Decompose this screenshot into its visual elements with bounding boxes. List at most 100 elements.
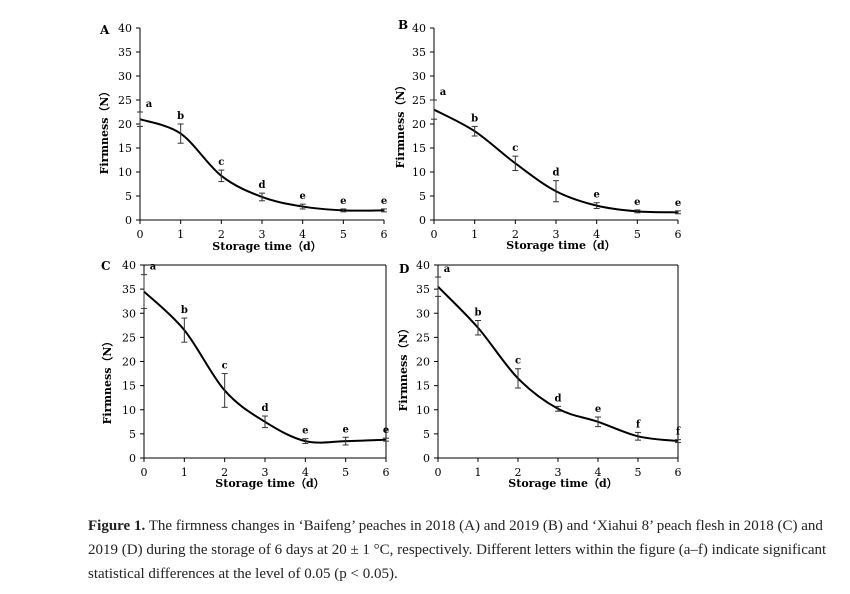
y-tick-label: 25 [412, 94, 426, 107]
x-tick-label: 6 [675, 228, 682, 241]
y-tick-label: 25 [416, 331, 430, 344]
significance-letter: a [444, 264, 451, 275]
significance-letter: a [440, 87, 447, 98]
significance-letter: e [383, 425, 389, 436]
x-tick-label: 6 [383, 466, 390, 479]
y-axis-title: Firmness（N） [101, 336, 114, 425]
y-tick-label: 10 [416, 404, 430, 417]
significance-letter: b [181, 305, 188, 316]
y-axis-title: Firmness（N） [397, 323, 410, 412]
significance-letter: e [302, 426, 308, 437]
y-tick-label: 25 [118, 94, 132, 107]
chart-panel-d: 0 5 10 15 20 25 30 35 40 0 1 2 3 4 5 6 Storage time（d） Fi… [397, 259, 682, 490]
x-tick-label: 6 [675, 466, 682, 479]
significance-letter: b [177, 111, 184, 122]
y-tick-label: 20 [122, 356, 136, 369]
x-tick-label: 4 [595, 466, 602, 479]
y-tick-label: 5 [419, 190, 426, 203]
y-tick-label: 20 [416, 356, 430, 369]
y-tick-label: 40 [412, 22, 426, 35]
x-tick-label: 4 [593, 228, 600, 241]
caption-text: The firmness changes in ‘Baifeng’ peache… [88, 518, 827, 582]
chart-panel-a: 0 5 10 15 20 25 30 35 40 0 1 2 3 4 5 6 Storage time（d） Fi… [98, 22, 388, 253]
y-tick-label: 0 [125, 214, 132, 227]
y-tick-label: 5 [423, 428, 430, 441]
x-tick-label: 2 [512, 228, 519, 241]
y-tick-label: 30 [122, 307, 136, 320]
x-tick-label: 2 [221, 466, 228, 479]
x-axis-title: Storage time（d） [508, 477, 617, 490]
x-tick-label: 1 [177, 228, 184, 241]
y-tick-label: 30 [118, 70, 132, 83]
x-tick-label: 1 [475, 466, 482, 479]
panel-letter: A [99, 23, 110, 37]
x-tick-label: 0 [137, 228, 144, 241]
panel-letter: B [398, 18, 408, 32]
x-tick-label: 3 [259, 228, 266, 241]
y-tick-label: 5 [129, 428, 136, 441]
x-axis-title: Storage time（d） [215, 477, 324, 490]
significance-letter: c [515, 356, 521, 367]
x-tick-label: 5 [634, 228, 641, 241]
x-tick-label: 5 [342, 466, 349, 479]
significance-letter: e [595, 404, 601, 415]
y-tick-label: 15 [118, 142, 132, 155]
y-tick-label: 35 [118, 46, 132, 59]
x-tick-label: 0 [431, 228, 438, 241]
significance-letter: e [381, 196, 387, 207]
significance-letter: e [299, 191, 305, 202]
y-tick-label: 0 [423, 452, 430, 465]
y-tick-label: 15 [122, 380, 136, 393]
y-axis-title: Firmness（N） [394, 80, 407, 169]
significance-letter: c [222, 361, 228, 372]
x-tick-label: 5 [340, 228, 347, 241]
panel-letter: D [399, 262, 409, 276]
x-tick-label: 0 [141, 466, 148, 479]
y-tick-label: 20 [118, 118, 132, 131]
y-tick-label: 0 [129, 452, 136, 465]
y-tick-label: 40 [118, 22, 132, 35]
significance-letter: d [553, 168, 560, 179]
significance-letter: a [146, 99, 153, 110]
y-tick-label: 0 [419, 214, 426, 227]
y-tick-label: 30 [412, 70, 426, 83]
caption-label: Figure 1. [88, 518, 146, 534]
significance-letter: a [150, 262, 157, 273]
y-tick-label: 10 [118, 166, 132, 179]
y-tick-label: 35 [416, 283, 430, 296]
significance-letter: d [259, 180, 266, 191]
x-tick-label: 3 [262, 466, 269, 479]
x-tick-label: 4 [299, 228, 306, 241]
significance-letter: c [218, 157, 224, 168]
x-tick-label: 3 [555, 466, 562, 479]
x-tick-label: 2 [218, 228, 225, 241]
significance-letter: e [634, 197, 640, 208]
significance-letter: f [676, 427, 681, 438]
x-tick-label: 4 [302, 466, 309, 479]
y-tick-label: 5 [125, 190, 132, 203]
y-tick-label: 10 [122, 404, 136, 417]
chart-panel-c: 0 5 10 15 20 25 30 35 40 0 1 2 3 4 5 6 Storage time（d） Fi… [101, 259, 390, 490]
significance-letter: b [475, 307, 482, 318]
x-tick-label: 1 [181, 466, 188, 479]
y-tick-label: 35 [412, 46, 426, 59]
significance-letter: b [471, 113, 478, 124]
x-tick-label: 5 [635, 466, 642, 479]
y-tick-label: 30 [416, 307, 430, 320]
y-tick-label: 10 [412, 166, 426, 179]
y-tick-label: 15 [416, 380, 430, 393]
significance-letter: c [512, 143, 518, 154]
significance-letter: e [340, 196, 346, 207]
y-tick-label: 20 [412, 118, 426, 131]
x-tick-label: 6 [381, 228, 388, 241]
x-tick-label: 3 [553, 228, 560, 241]
panel-letter: C [101, 259, 111, 273]
y-tick-label: 15 [412, 142, 426, 155]
y-tick-label: 40 [416, 259, 430, 272]
x-tick-label: 1 [471, 228, 478, 241]
x-axis-title: Storage time（d） [506, 239, 615, 252]
y-tick-label: 25 [122, 331, 136, 344]
x-tick-label: 0 [435, 466, 442, 479]
y-axis-title: Firmness（N） [98, 86, 111, 175]
significance-letter: e [593, 190, 599, 201]
